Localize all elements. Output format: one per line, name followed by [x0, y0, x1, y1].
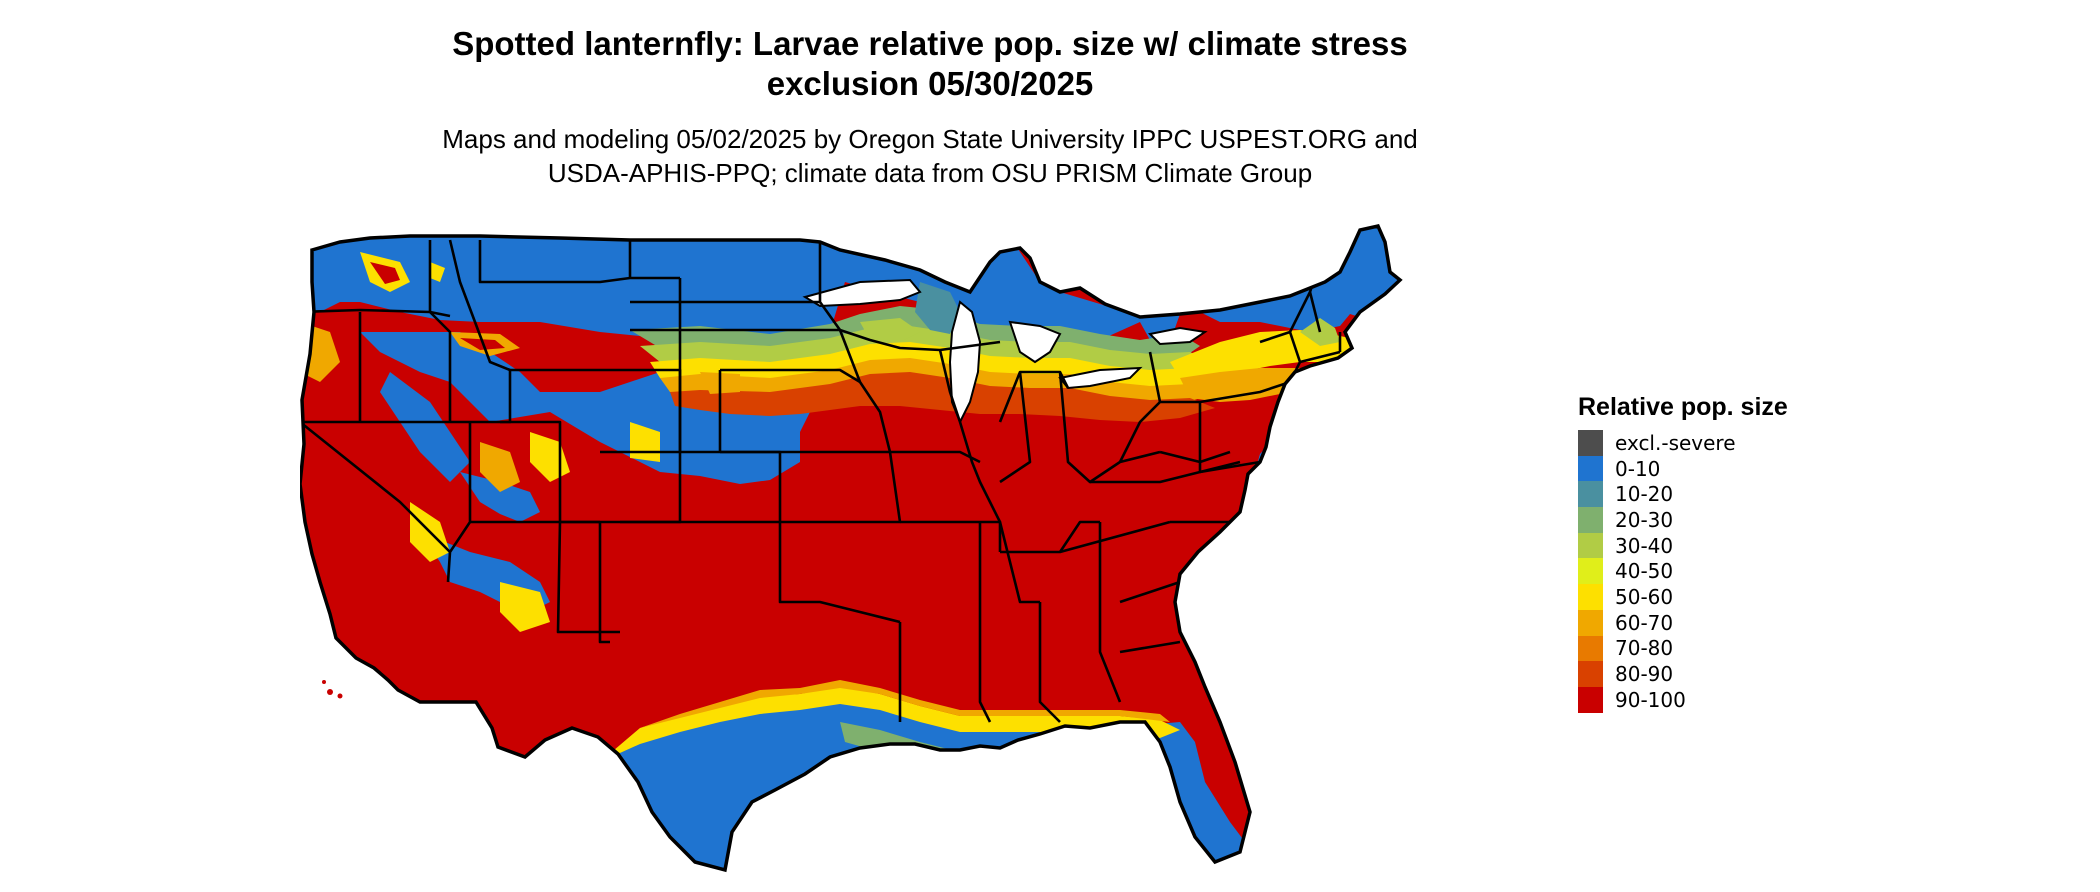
map-title: Spotted lanternfly: Larvae relative pop.… — [0, 24, 1860, 104]
legend-item: 30-40 — [1578, 532, 1788, 559]
legend-items: excl.-severe 0-10 10-20 20-30 30-40 40-50 50-6… — [1578, 430, 1788, 713]
legend-item: 20-30 — [1578, 507, 1788, 533]
legend-swatch — [1578, 430, 1603, 456]
legend-swatch — [1578, 558, 1603, 585]
legend-swatch — [1578, 481, 1603, 508]
legend-label: 30-40 — [1615, 533, 1674, 558]
legend-label: 20-30 — [1615, 507, 1674, 532]
legend-label: 0-10 — [1615, 456, 1661, 481]
legend-swatch — [1578, 507, 1603, 533]
map-subtitle: Maps and modeling 05/02/2025 by Oregon S… — [0, 122, 1860, 190]
state-boundaries — [300, 239, 1342, 723]
legend-label: 90-100 — [1615, 687, 1686, 712]
legend-label: 50-60 — [1615, 584, 1674, 609]
legend-label: 40-50 — [1615, 559, 1674, 584]
legend: Relative pop. size excl.-severe 0-10 10-20… — [1578, 392, 1788, 713]
population-raster — [300, 226, 1400, 870]
us-map — [300, 224, 1402, 872]
legend-item: 10-20 — [1578, 481, 1788, 508]
subtitle-line-2: USDA-APHIS-PPQ; climate data from OSU PR… — [547, 158, 1313, 188]
legend-label: 70-80 — [1615, 636, 1674, 661]
legend-item: 90-100 — [1578, 686, 1788, 713]
legend-item: 40-50 — [1578, 558, 1788, 585]
legend-swatch — [1578, 584, 1603, 610]
legend-label: 60-70 — [1615, 610, 1674, 635]
legend-item: excl.-severe — [1578, 430, 1788, 456]
legend-item: 70-80 — [1578, 635, 1788, 662]
legend-swatch — [1578, 455, 1603, 482]
legend-item: 80-90 — [1578, 661, 1788, 687]
legend-item: 0-10 — [1578, 455, 1788, 482]
legend-label: 10-20 — [1615, 482, 1674, 507]
legend-swatch — [1578, 532, 1603, 559]
legend-swatch — [1578, 686, 1603, 713]
legend-item: 50-60 — [1578, 584, 1788, 610]
legend-swatch — [1578, 635, 1603, 662]
legend-label: excl.-severe — [1615, 430, 1736, 455]
legend-swatch — [1578, 609, 1603, 636]
legend-label: 80-90 — [1615, 662, 1674, 687]
legend-title: Relative pop. size — [1578, 393, 1788, 421]
legend-item: 60-70 — [1578, 609, 1788, 636]
subtitle-line-1: Maps and modeling 05/02/2025 by Oregon S… — [442, 124, 1418, 154]
coastal-islands — [322, 680, 343, 699]
legend-swatch — [1578, 661, 1603, 687]
title-line-2: exclusion 05/30/2025 — [766, 65, 1094, 102]
title-line-1: Spotted lanternfly: Larvae relative pop.… — [452, 25, 1408, 62]
